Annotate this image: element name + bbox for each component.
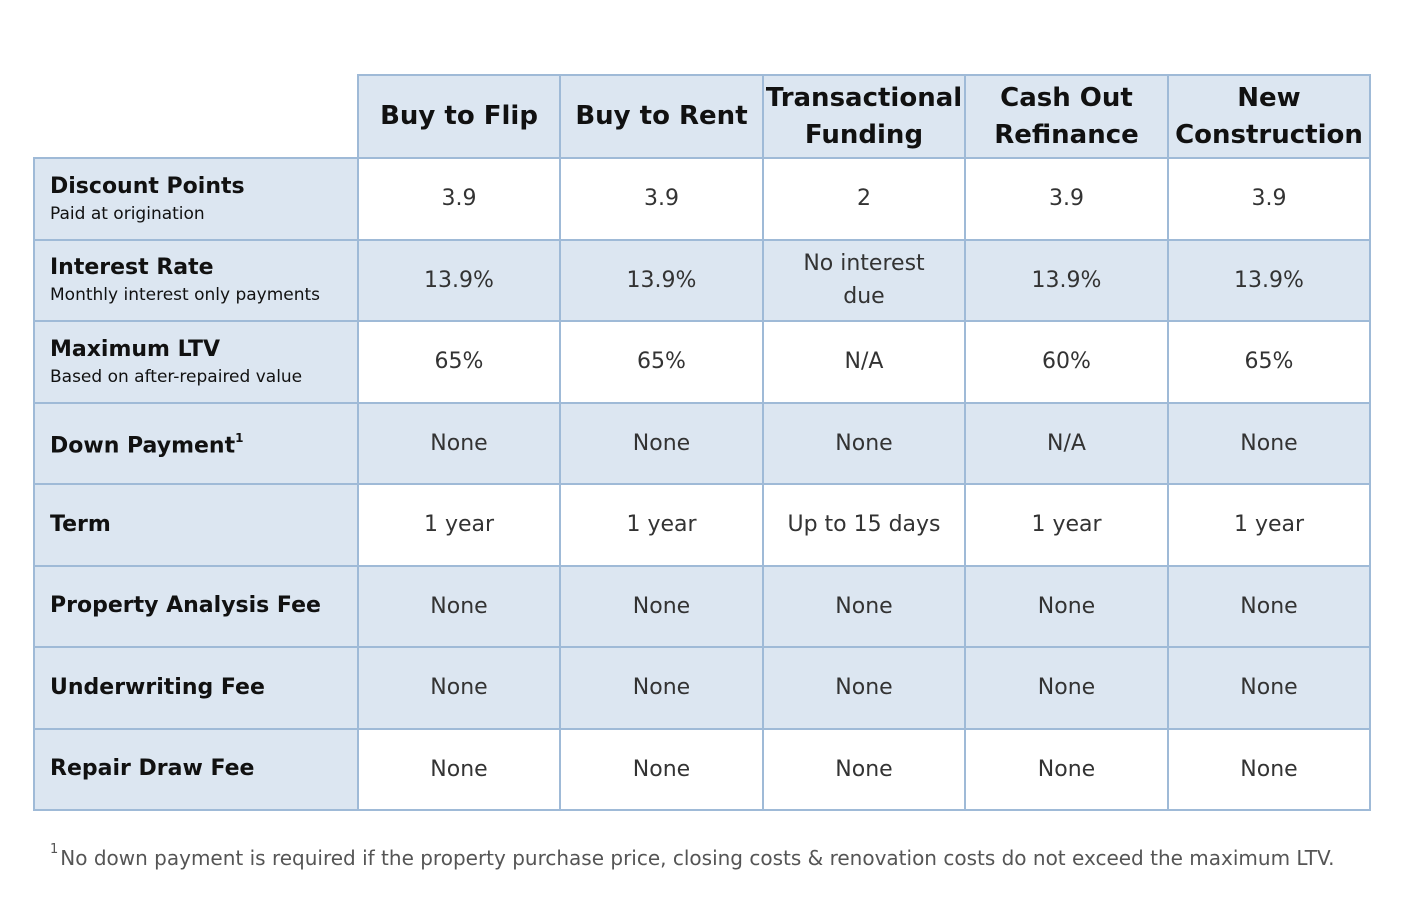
- table-row-maximum-ltv: Maximum LTV Based on after-repaired valu…: [33, 320, 1371, 404]
- row-header: Term: [33, 483, 359, 567]
- column-header-cash-out-refinance: Cash Out Refinance: [964, 74, 1169, 159]
- table-cell: None: [964, 727, 1169, 811]
- table-cell: 13.9%: [559, 238, 764, 322]
- row-label: Repair Draw Fee: [50, 756, 255, 782]
- table-cell: None: [762, 564, 966, 648]
- table-cell: 65%: [357, 320, 561, 404]
- table-cell: 3.9: [964, 157, 1169, 241]
- footnote-marker: 1: [50, 842, 59, 858]
- table-cell: 1 year: [964, 483, 1169, 567]
- table-cell: 1 year: [1167, 483, 1371, 567]
- row-header: Down Payment1: [33, 401, 359, 485]
- footnote-text: No down payment is required if the prope…: [60, 846, 1335, 870]
- table-cell: 13.9%: [357, 238, 561, 322]
- row-label: Underwriting Fee: [50, 674, 265, 700]
- table-cell: None: [357, 646, 561, 730]
- row-header: Repair Draw Fee: [33, 727, 359, 811]
- table-cell: None: [762, 646, 966, 730]
- column-header-line: Buy to Flip: [380, 101, 538, 131]
- table-cell: None: [762, 727, 966, 811]
- row-label: Down Payment: [50, 433, 236, 459]
- row-sublabel: Based on after-repaired value: [50, 366, 303, 387]
- row-label-wrap: Down Payment1: [50, 425, 357, 461]
- table-cell: Up to 15 days: [762, 483, 966, 567]
- corner-cell: [34, 75, 358, 158]
- table-cell: 3.9: [1167, 157, 1371, 241]
- table-cell: 65%: [1167, 320, 1371, 404]
- row-label: Maximum LTV: [50, 336, 221, 362]
- table-row-repair-draw-fee: Repair Draw Fee None None None None None: [33, 727, 1371, 811]
- column-header-buy-to-flip: Buy to Flip: [357, 74, 561, 159]
- table-cell: 65%: [559, 320, 764, 404]
- row-sublabel: Monthly interest only payments: [50, 285, 321, 306]
- table-cell: 13.9%: [964, 238, 1169, 322]
- row-header: Property Analysis Fee: [33, 564, 359, 648]
- table-cell: 3.9: [357, 157, 561, 241]
- table-cell: None: [559, 646, 764, 730]
- table-row-discount-points: Discount Points Paid at origination 3.9 …: [33, 157, 1371, 241]
- table-row-underwriting-fee: Underwriting Fee None None None None Non…: [33, 646, 1371, 730]
- header-row: Buy to Flip Buy to Rent Transactional Fu…: [34, 74, 1371, 159]
- column-header-line: Construction: [1175, 119, 1363, 150]
- table-cell: None: [559, 564, 764, 648]
- table-cell: None: [762, 401, 966, 485]
- table-row-interest-rate: Interest Rate Monthly interest only paym…: [33, 238, 1371, 322]
- table-cell: None: [1167, 727, 1371, 811]
- column-header-new-construction: New Construction: [1167, 74, 1371, 159]
- row-header: Interest Rate Monthly interest only paym…: [33, 238, 359, 322]
- table-cell: N/A: [964, 401, 1169, 485]
- table-cell: 1 year: [357, 483, 561, 567]
- column-header-transactional-funding: Transactional Funding: [762, 74, 966, 159]
- table-cell: None: [357, 727, 561, 811]
- table-row-property-analysis-fee: Property Analysis Fee None None None Non…: [33, 564, 1371, 648]
- table-row-term: Term 1 year 1 year Up to 15 days 1 year …: [33, 483, 1371, 567]
- table-cell: 13.9%: [1167, 238, 1371, 322]
- table-cell: None: [357, 401, 561, 485]
- table-cell: 3.9: [559, 157, 764, 241]
- table-cell: None: [1167, 564, 1371, 648]
- table-cell: No interest due: [762, 238, 966, 322]
- column-header-buy-to-rent: Buy to Rent: [559, 74, 764, 159]
- footnote: 1 No down payment is required if the prop…: [50, 842, 1335, 870]
- column-header-line: Transactional: [765, 82, 963, 113]
- column-header-line: Cash Out: [1000, 82, 1133, 113]
- table-cell: None: [559, 401, 764, 485]
- table-cell: None: [1167, 646, 1371, 730]
- row-header: Maximum LTV Based on after-repaired valu…: [33, 320, 359, 404]
- table-cell: None: [964, 646, 1169, 730]
- table-row-down-payment: Down Payment1 None None None N/A None: [33, 401, 1371, 485]
- table-cell: None: [1167, 401, 1371, 485]
- table-cell: None: [559, 727, 764, 811]
- table-cell: None: [357, 564, 561, 648]
- row-header: Discount Points Paid at origination: [33, 157, 359, 241]
- row-sublabel: Paid at origination: [50, 203, 205, 224]
- table-cell: None: [964, 564, 1169, 648]
- table-cell: N/A: [762, 320, 966, 404]
- table-cell: 60%: [964, 320, 1169, 404]
- row-label: Term: [50, 511, 111, 537]
- table-cell: 2: [762, 157, 966, 241]
- row-header: Underwriting Fee: [33, 646, 359, 730]
- row-label: Interest Rate: [50, 255, 214, 281]
- footnote-marker: 1: [235, 431, 244, 446]
- table-cell: 1 year: [559, 483, 764, 567]
- loan-terms-table: Buy to Flip Buy to Rent Transactional Fu…: [33, 74, 1371, 811]
- row-label: Discount Points: [50, 173, 245, 199]
- column-header-line: Buy to Rent: [575, 101, 748, 131]
- row-label: Property Analysis Fee: [50, 593, 321, 619]
- column-header-line: Refinance: [994, 119, 1139, 150]
- column-header-line: Funding: [804, 119, 924, 150]
- column-header-line: New: [1237, 82, 1301, 113]
